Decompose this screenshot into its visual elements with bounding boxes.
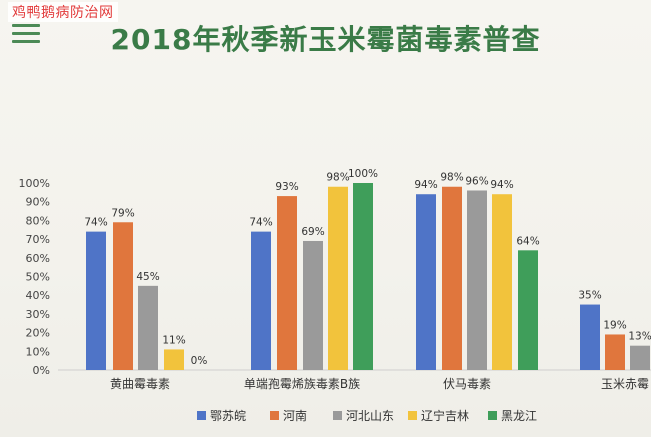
data-label: 94%: [414, 179, 437, 191]
bar-4-1: [580, 304, 600, 370]
bar-3-1: [416, 194, 436, 370]
data-label: 96%: [465, 175, 488, 187]
data-label: 93%: [275, 181, 298, 193]
y-tick-label: 10%: [26, 345, 50, 358]
y-tick-label: 60%: [26, 252, 50, 265]
bar-3-3: [467, 190, 487, 370]
bar-2-4: [328, 186, 348, 370]
legend-label: 河北山东: [346, 409, 394, 423]
legend-swatch: [408, 411, 417, 420]
y-tick-label: 40%: [26, 289, 50, 302]
bar-2-1: [251, 231, 271, 370]
data-label: 79%: [111, 207, 134, 219]
data-label: 19%: [603, 319, 626, 331]
y-tick-label: 100%: [19, 177, 50, 190]
legend-swatch: [333, 411, 342, 420]
y-tick-label: 20%: [26, 327, 50, 340]
y-tick-label: 0%: [33, 364, 50, 377]
bar-3-4: [492, 194, 512, 370]
y-tick-label: 50%: [26, 271, 50, 284]
legend-label: 河南: [283, 408, 307, 423]
bar-2-5: [353, 183, 373, 370]
bar-1-1: [86, 231, 106, 370]
y-tick-label: 30%: [26, 308, 50, 321]
legend-label: 辽宁吉林: [421, 408, 469, 423]
data-label: 11%: [162, 334, 185, 346]
category-label: 玉米赤霉: [601, 377, 649, 391]
chart-title: 2018年秋季新玉米霉菌毒素普查: [110, 23, 541, 56]
bar-1-4: [164, 349, 184, 370]
legend-swatch: [270, 411, 279, 420]
data-label: 98%: [326, 172, 349, 184]
legend-swatch: [488, 411, 497, 420]
y-tick-label: 90%: [26, 196, 50, 209]
bar-4-3: [630, 345, 650, 370]
data-label: 45%: [136, 271, 159, 283]
data-label: 94%: [490, 179, 513, 191]
legend-swatch: [197, 411, 206, 420]
data-label: 98%: [440, 172, 463, 184]
data-label: 100%: [348, 168, 378, 180]
bar-3-2: [442, 186, 462, 370]
bar-2-3: [303, 240, 323, 370]
bar-3-5: [518, 250, 538, 370]
bar-2-2: [277, 196, 297, 370]
data-label: 69%: [301, 226, 324, 238]
y-tick-label: 80%: [26, 214, 50, 227]
category-label: 单端孢霉烯族毒素B族: [244, 377, 360, 391]
data-label: 0%: [191, 355, 208, 367]
data-label: 13%: [628, 331, 651, 343]
y-tick-label: 70%: [26, 233, 50, 246]
category-label: 伏马毒素: [443, 377, 491, 391]
category-label: 黄曲霉毒素: [110, 377, 170, 391]
menu-icon[interactable]: [12, 24, 40, 48]
legend-label: 黑龙江: [501, 409, 537, 423]
legend-label: 鄂苏皖: [210, 409, 246, 423]
data-label: 64%: [516, 235, 539, 247]
bar-1-2: [113, 222, 133, 370]
bar-4-2: [605, 334, 625, 370]
data-label: 35%: [578, 290, 601, 302]
data-label: 74%: [84, 217, 107, 229]
data-label: 74%: [249, 217, 272, 229]
watermark-text: 鸡鸭鹅病防治网: [8, 2, 118, 22]
bar-1-3: [138, 285, 158, 370]
